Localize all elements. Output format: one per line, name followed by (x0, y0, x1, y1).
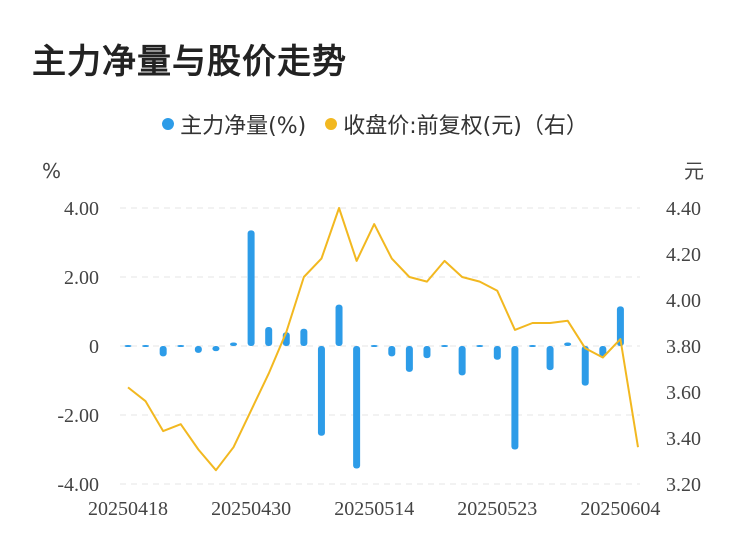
net-volume-bar (247, 230, 255, 346)
net-volume-bar (353, 346, 361, 469)
net-volume-bar (212, 346, 220, 352)
net-volume-bar (528, 345, 536, 347)
net-volume-bar (335, 304, 343, 346)
net-volume-bar (493, 346, 501, 360)
net-volume-bar (441, 345, 449, 347)
net-volume-bar (476, 345, 484, 347)
net-volume-bar (300, 328, 308, 346)
right-axis-unit: 元 (684, 159, 704, 183)
legend: 主力净量(%) 收盘价:前复权(元)（右） (0, 108, 750, 140)
net-volume-bar (405, 346, 413, 372)
left-tick-label: 0 (89, 336, 99, 358)
net-volume-bar (265, 327, 273, 346)
right-tick-label: 4.00 (666, 290, 701, 312)
legend-close-price-label: 收盘价:前复权(元)（右） (343, 114, 588, 139)
right-tick-label: 4.40 (666, 198, 701, 220)
right-tick-label: 3.40 (666, 428, 701, 450)
x-tick-label: 20250430 (211, 498, 291, 520)
net-volume-bar (194, 346, 202, 353)
net-volume-bar (423, 346, 431, 359)
x-tick-label: 20250418 (88, 498, 168, 520)
net-volume-bar (317, 346, 325, 436)
net-volume-bar (546, 346, 554, 371)
right-tick-label: 3.80 (666, 336, 701, 358)
legend-item-net-volume[interactable]: 主力净量(%) (162, 108, 306, 140)
left-tick-label: -2.00 (57, 405, 99, 427)
net-volume-bar (458, 346, 466, 376)
net-volume-bar (142, 345, 150, 347)
right-tick-label: 3.20 (666, 474, 701, 496)
net-volume-bar (159, 346, 167, 357)
chart-title: 主力净量与股价走势 (32, 42, 347, 82)
left-tick-label: 2.00 (64, 267, 99, 289)
net-volume-bars (124, 230, 624, 469)
legend-close-price-marker (325, 118, 338, 130)
axis-labels: 4.00 2.00 0 -2.00 -4.00 4.40 4.20 4.00 3.80 3.60 3… (42, 159, 704, 520)
net-volume-bar (124, 345, 132, 347)
legend-net-volume-marker (162, 118, 175, 130)
right-tick-label: 3.60 (666, 382, 701, 404)
gridlines (120, 207, 640, 485)
left-tick-label: -4.00 (57, 474, 99, 496)
net-volume-bar (511, 346, 519, 450)
right-tick-label: 4.20 (666, 244, 701, 266)
net-volume-bar (388, 346, 396, 357)
net-volume-bar (564, 342, 572, 346)
left-axis-unit: % (42, 159, 61, 183)
close-price-line (127, 207, 639, 472)
legend-net-volume-label: 主力净量(%) (180, 114, 307, 139)
net-volume-bar (177, 345, 185, 347)
net-volume-bar (370, 345, 378, 347)
close-price-series-line (127, 207, 639, 472)
left-tick-label: 4.00 (64, 198, 99, 220)
x-tick-label: 20250523 (457, 498, 537, 520)
net-volume-bar (616, 306, 624, 346)
net-volume-bar (230, 342, 238, 346)
net-volume-bar (581, 346, 589, 386)
x-tick-label: 20250514 (334, 498, 414, 520)
net-volume-bar (599, 346, 607, 357)
legend-item-close-price[interactable]: 收盘价:前复权(元)（右） (325, 108, 588, 140)
x-tick-label: 20250604 (580, 498, 660, 520)
